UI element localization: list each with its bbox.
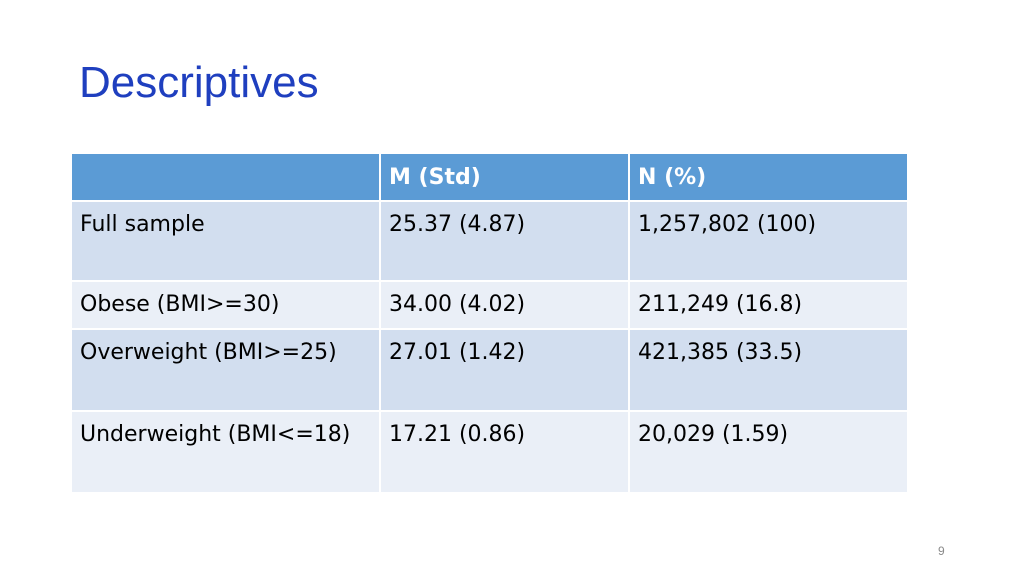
table-cell: 421,385 (33.5) (628, 328, 909, 412)
header-cell: M (Std) (379, 152, 630, 202)
table-cell: 25.37 (4.87) (379, 200, 630, 282)
table-cell: 211,249 (16.8) (628, 280, 909, 330)
table-cell: Underweight (BMI<=18) (70, 410, 381, 494)
table-body: Full sample 25.37 (4.87) 1,257,802 (100) Ob… (70, 200, 909, 494)
table-cell: Full sample (70, 200, 381, 282)
table-row: Overweight (BMI>=25) 27.01 (1.42) 421,385 … (70, 328, 909, 412)
table-cell: Overweight (BMI>=25) (70, 328, 381, 412)
page-number: 9 (938, 544, 945, 558)
slide-title: Descriptives (79, 58, 319, 107)
table-row: Obese (BMI>=30) 34.00 (4.02) 211,249 (16.8… (70, 280, 909, 330)
table: M (Std) N (%) Full sample 25.37 (4.87) 1,2… (70, 152, 909, 494)
table-cell: 34.00 (4.02) (379, 280, 630, 330)
header-cell: N (%) (628, 152, 909, 202)
table-cell: Obese (BMI>=30) (70, 280, 381, 330)
table-row: Underweight (BMI<=18) 17.21 (0.86) 20,029 … (70, 410, 909, 494)
table-cell: 1,257,802 (100) (628, 200, 909, 282)
table-cell: 17.21 (0.86) (379, 410, 630, 494)
table-cell: 27.01 (1.42) (379, 328, 630, 412)
table-cell: 20,029 (1.59) (628, 410, 909, 494)
header-cell (70, 152, 381, 202)
table-row: Full sample 25.37 (4.87) 1,257,802 (100) (70, 200, 909, 282)
